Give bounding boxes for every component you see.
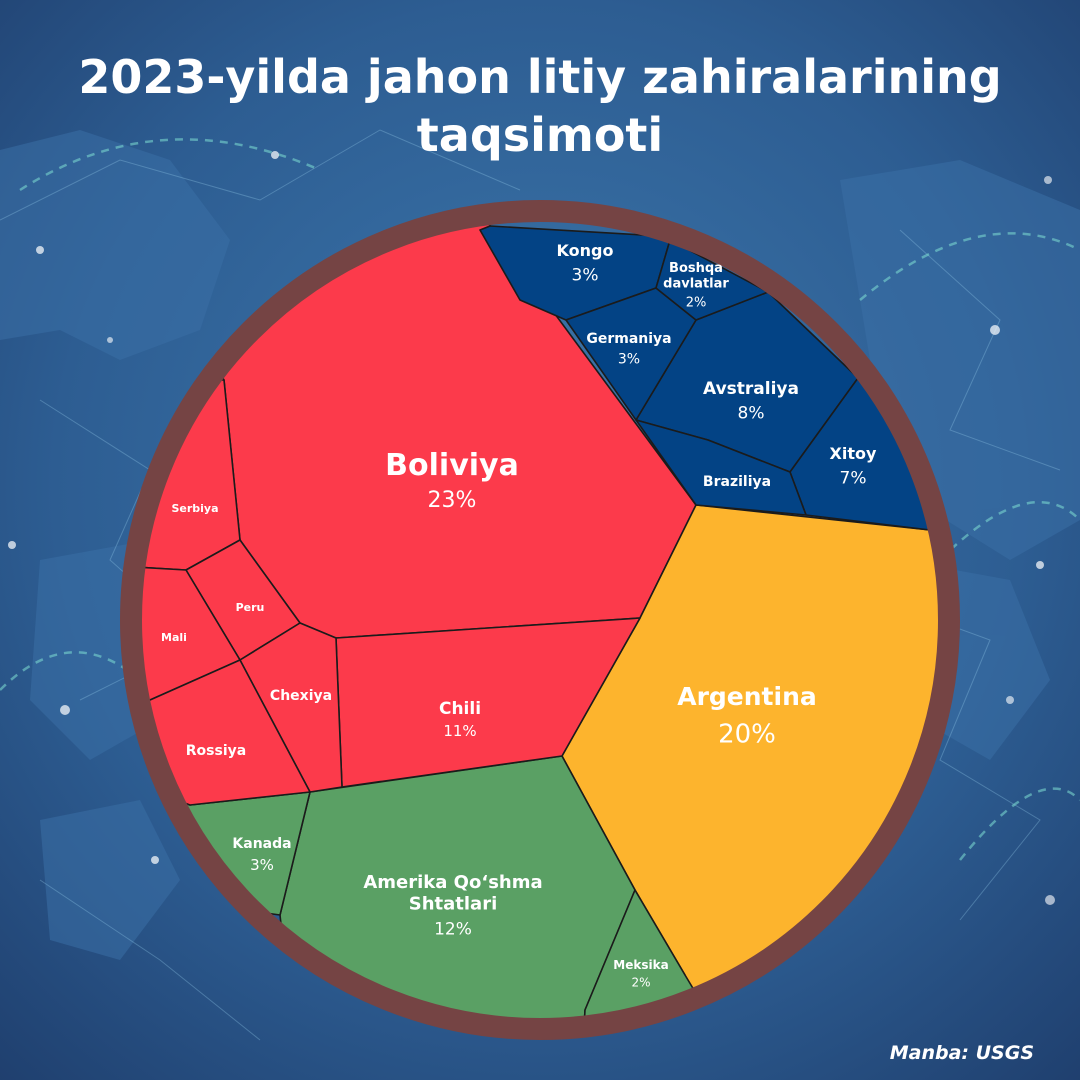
cell-label-meksika: Meksika [613,958,668,972]
source-credit: Manba: USGS [889,1042,1034,1064]
cell-value-germaniya: 3% [618,351,640,367]
cell-label-amerika-qo-shma-shtatlari-line-1: Amerika Qo‘shma [363,872,542,893]
cell-boshqa-davlatlar [655,239,769,321]
cell-value-boshqa-davlatlar: 2% [686,295,707,310]
cell-label-serbiya: Serbiya [171,502,218,515]
chart-title: 2023-yilda jahon litiy zahiralarining ta… [0,48,1080,164]
cell-label-amerika-qo-shma-shtatlari-line-2: Shtatlari [409,894,498,915]
cell-value-chili: 11% [443,722,476,740]
cell-braziliya [635,419,807,516]
cell-label-avstraliya: Avstraliya [703,379,799,399]
chart-rim [120,200,960,1040]
cell-label-chexiya: Chexiya [270,688,332,704]
cell-label-boshqa-davlatlar-line-2: davlatlar [663,277,729,292]
cell-value-kongo: 3% [572,266,599,286]
cell-serbiya [140,379,241,571]
cell-label-boshqa-davlatlar-line-1: Boshqa [669,261,723,276]
cell-label-boliviya: Boliviya [385,448,519,483]
cell-label-kanada: Kanada [232,836,291,852]
chart-title-line-2: taqsimoti [416,108,664,162]
cell-label-xitoy: Xitoy [830,444,877,463]
cell-value-kanada: 3% [250,856,274,874]
cell-value-boliviya: 23% [428,488,477,513]
cell-meksika [579,889,701,1020]
cell-label-peru: Peru [236,601,265,614]
cell-label-braziliya: Braziliya [703,474,771,490]
cell-value-xitoy: 7% [840,469,867,489]
cell-label-mali: Mali [161,631,187,644]
cell-value-avstraliya: 8% [738,404,765,424]
cell-label-kongo: Kongo [557,241,614,260]
cell-chexiya [239,622,343,793]
cell-value-argentina: 20% [718,720,776,750]
cell-label-rossiya: Rossiya [186,743,246,759]
cell-label-germaniya: Germaniya [586,331,671,347]
cell-label-chili: Chili [439,699,481,719]
chart-title-line-1: 2023-yilda jahon litiy zahiralarining [78,50,1002,104]
cell-value-meksika: 2% [631,975,650,989]
cell-label-argentina: Argentina [677,682,817,711]
cell-value-amerika-qo-shma-shtatlari: 12% [434,919,472,939]
